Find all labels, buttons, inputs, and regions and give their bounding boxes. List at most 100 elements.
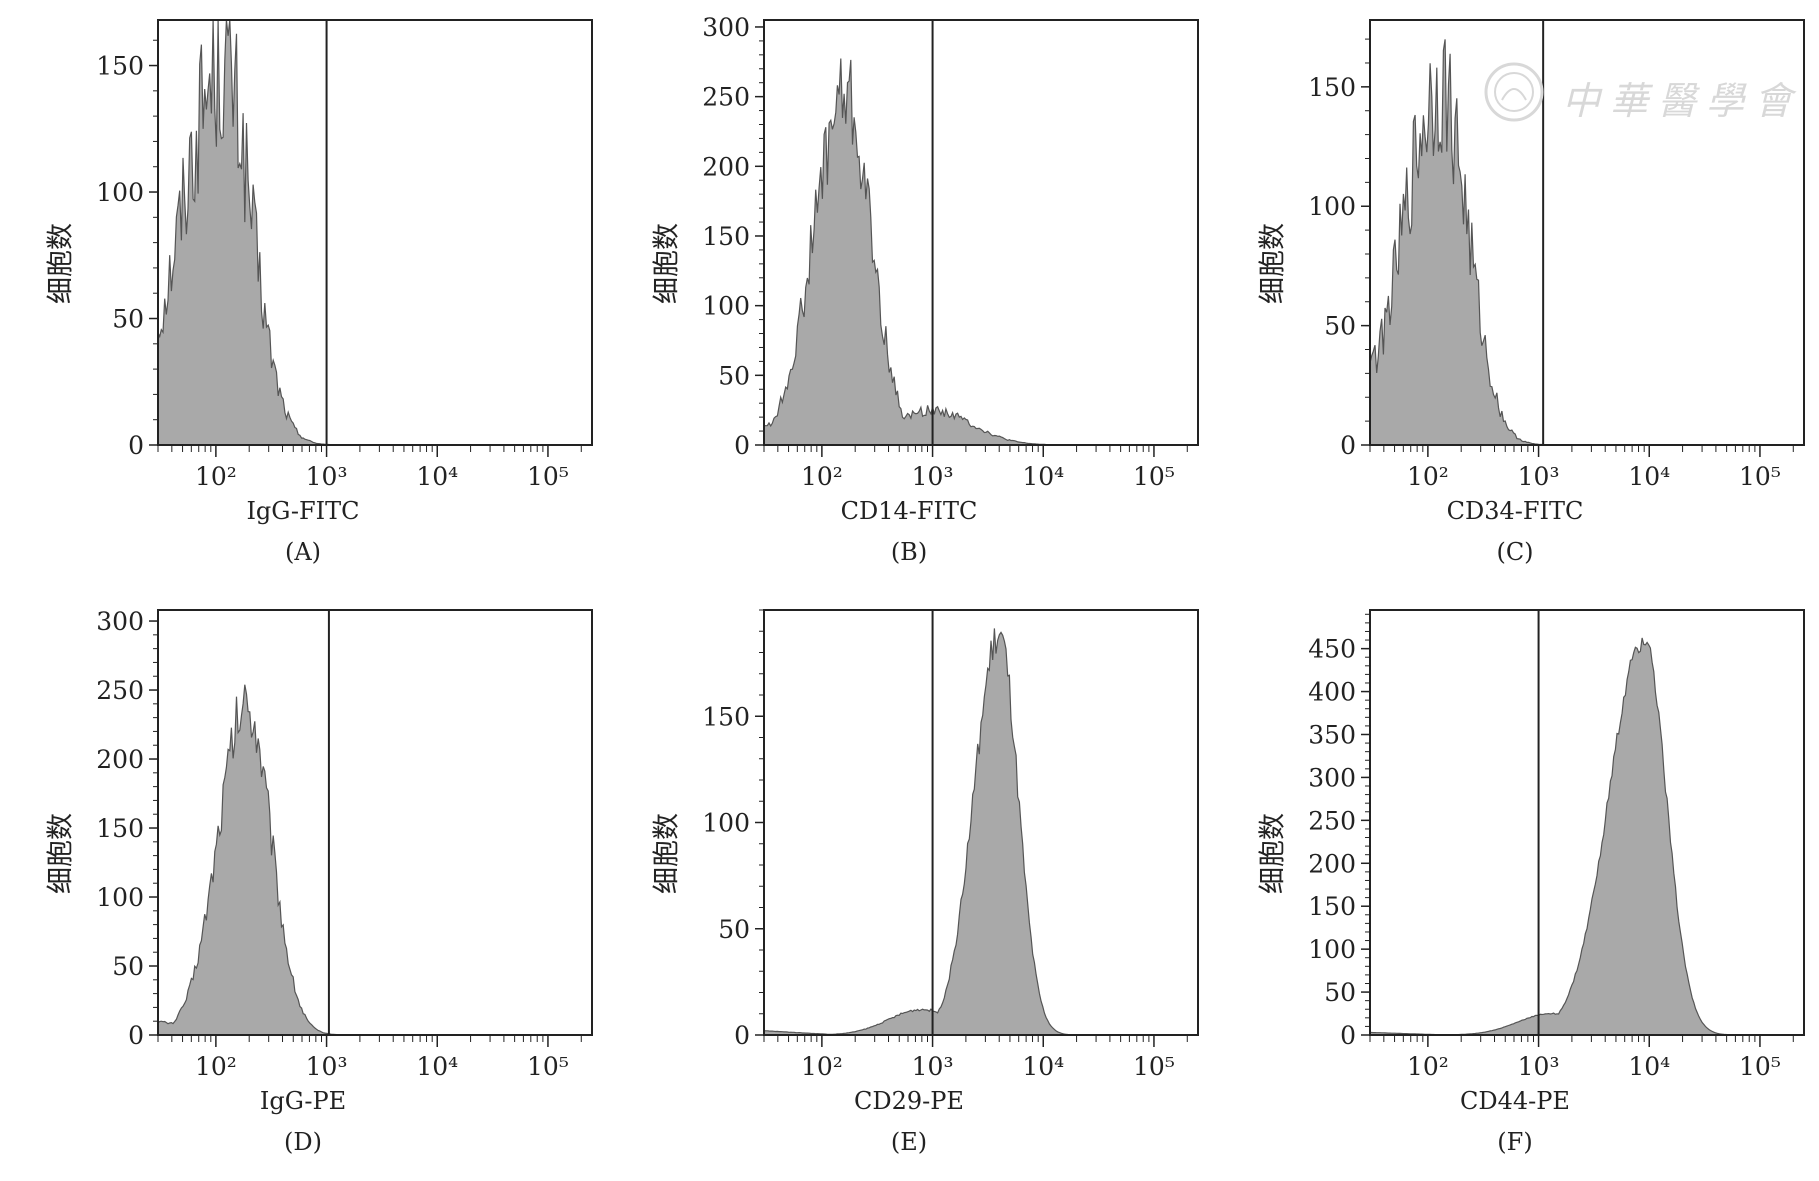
- x-axis-label: CD44-PE: [1460, 1087, 1570, 1115]
- histogram-a: 0 50 100 150 10² 10³ 10⁴ 10⁵: [96, 19, 593, 491]
- y-tick-label: 100: [1308, 192, 1356, 221]
- x-tick-label: 10⁵: [1133, 462, 1175, 491]
- y-axis-label-text: 细胞数: [1257, 223, 1289, 304]
- histogram-area: [763, 628, 1198, 1036]
- x-tick-label: 10²: [1407, 1052, 1449, 1081]
- x-axis-label: IgG-PE: [259, 1087, 347, 1115]
- x-tick-label: 10⁵: [1133, 1052, 1175, 1081]
- y-tick-label: 250: [96, 676, 144, 705]
- y-tick-label: 100: [702, 809, 750, 838]
- x-tick-label: 10⁵: [527, 462, 569, 491]
- y-tick-label: 250: [1308, 806, 1356, 835]
- panel-f: 0 50 100 150 200 250 300 350 400 450 10² 10³ 10⁴ 10⁵ …: [1212, 590, 1818, 1180]
- y-tick-label: 400: [1308, 678, 1356, 707]
- y-axis-label-text: 细胞数: [651, 223, 683, 304]
- x-tick-label: 10⁵: [1739, 462, 1781, 491]
- x-axis-label: IgG-FITC: [246, 497, 360, 525]
- histogram-area: [1369, 637, 1804, 1036]
- histogram-area: [157, 19, 592, 446]
- y-tick-label: 300: [702, 13, 750, 42]
- x-tick-label: 10²: [195, 462, 237, 491]
- panel-e: 0 50 100 150 10² 10³ 10⁴ 10⁵ 细胞数 CD29-PE (E): [606, 590, 1212, 1180]
- panel-label: (E): [890, 1128, 928, 1156]
- x-axis-label: CD34-FITC: [1446, 497, 1584, 525]
- seal-icon: [1484, 62, 1544, 122]
- x-tick-label: 10²: [801, 1052, 843, 1081]
- panel-label: (F): [1497, 1128, 1533, 1156]
- y-tick-label: 150: [702, 702, 750, 731]
- x-tick-label: 10³: [1518, 462, 1560, 491]
- x-tick-label: 10³: [1518, 1052, 1560, 1081]
- y-axis-label-text: 细胞数: [45, 223, 77, 304]
- watermark-text: 中華醫學會: [1562, 79, 1803, 123]
- histogram-area: [157, 684, 592, 1036]
- y-axis-label-text: 细胞数: [45, 813, 77, 894]
- y-tick-label: 250: [702, 83, 750, 112]
- panel-label: (A): [284, 538, 322, 566]
- plot-frame: [157, 609, 593, 1036]
- histogram-d: 0 50 100 150 200 250 300 10² 10³ 10⁴ 10⁵: [96, 607, 593, 1081]
- y-tick-label: 300: [96, 607, 144, 636]
- y-tick-label: 50: [718, 915, 750, 944]
- y-tick-label: 100: [96, 178, 144, 207]
- x-tick-label: 10⁵: [1739, 1052, 1781, 1081]
- y-tick-label: 200: [96, 745, 144, 774]
- x-tick-label: 10⁴: [1022, 462, 1064, 491]
- y-tick-label: 50: [1324, 978, 1356, 1007]
- y-tick-label: 350: [1308, 720, 1356, 749]
- panel-d: 0 50 100 150 200 250 300 10² 10³ 10⁴ 10⁵ 细胞数 IgG-P…: [0, 590, 606, 1180]
- y-tick-label: 150: [1308, 892, 1356, 921]
- y-tick-label: 450: [1308, 635, 1356, 664]
- y-tick-label: 50: [718, 361, 750, 390]
- panel-label: (C): [1496, 538, 1534, 566]
- y-axis-label-text: 细胞数: [651, 813, 683, 894]
- x-tick-label: 10⁴: [416, 462, 458, 491]
- y-tick-label: 100: [702, 292, 750, 321]
- x-tick-label: 10²: [195, 1052, 237, 1081]
- y-tick-label: 150: [96, 52, 144, 81]
- histogram-f: 0 50 100 150 200 250 300 350 400 450 10² 10³ 10⁴ 10⁵: [1308, 609, 1805, 1081]
- x-tick-label: 10³: [306, 462, 348, 491]
- panel-label: (D): [284, 1128, 322, 1156]
- x-axis-label: CD29-PE: [854, 1087, 964, 1115]
- y-tick-label: 100: [96, 883, 144, 912]
- plot-frame: [763, 19, 1199, 446]
- watermark: 中華醫學會: [1482, 60, 1802, 124]
- x-tick-label: 10³: [912, 1052, 954, 1081]
- x-tick-label: 10⁴: [1628, 1052, 1670, 1081]
- y-tick-label: 50: [112, 305, 144, 334]
- x-tick-label: 10⁴: [1022, 1052, 1064, 1081]
- histogram-area: [763, 58, 1198, 446]
- histogram-e: 0 50 100 150 10² 10³ 10⁴ 10⁵: [702, 609, 1199, 1081]
- x-tick-label: 10⁵: [527, 1052, 569, 1081]
- x-tick-label: 10³: [912, 462, 954, 491]
- y-tick-label: 0: [128, 431, 144, 460]
- y-tick-label: 0: [734, 431, 750, 460]
- plot-frame: [1369, 19, 1805, 446]
- y-tick-label: 150: [702, 222, 750, 251]
- x-tick-label: 10²: [1407, 462, 1449, 491]
- y-tick-label: 50: [1324, 312, 1356, 341]
- x-tick-label: 10³: [306, 1052, 348, 1081]
- x-tick-label: 10⁴: [416, 1052, 458, 1081]
- panel-a: 0 50 100 150 10² 10³ 10⁴ 10⁵ 细胞数 IgG-FITC (A): [0, 0, 606, 590]
- y-tick-label: 200: [702, 152, 750, 181]
- y-tick-label: 0: [1340, 1021, 1356, 1050]
- x-tick-label: 10²: [801, 462, 843, 491]
- panel-label: (B): [890, 538, 928, 566]
- plot-frame: [1369, 609, 1805, 1036]
- y-tick-label: 50: [112, 952, 144, 981]
- y-tick-label: 0: [734, 1021, 750, 1050]
- y-tick-label: 0: [128, 1021, 144, 1050]
- plot-frame: [157, 19, 593, 446]
- x-axis-label: CD14-FITC: [840, 497, 978, 525]
- y-tick-label: 100: [1308, 935, 1356, 964]
- y-tick-label: 0: [1340, 431, 1356, 460]
- panel-b: 0 50 100 150 200 250 300 10² 10³ 10⁴ 10⁵ 细胞数 CD14-…: [606, 0, 1212, 590]
- histogram-b: 0 50 100 150 200 250 300 10² 10³ 10⁴ 10⁵: [702, 13, 1199, 491]
- y-tick-label: 200: [1308, 849, 1356, 878]
- y-axis-label-text: 细胞数: [1257, 813, 1289, 894]
- y-tick-label: 300: [1308, 763, 1356, 792]
- y-tick-label: 150: [96, 814, 144, 843]
- x-tick-label: 10⁴: [1628, 462, 1670, 491]
